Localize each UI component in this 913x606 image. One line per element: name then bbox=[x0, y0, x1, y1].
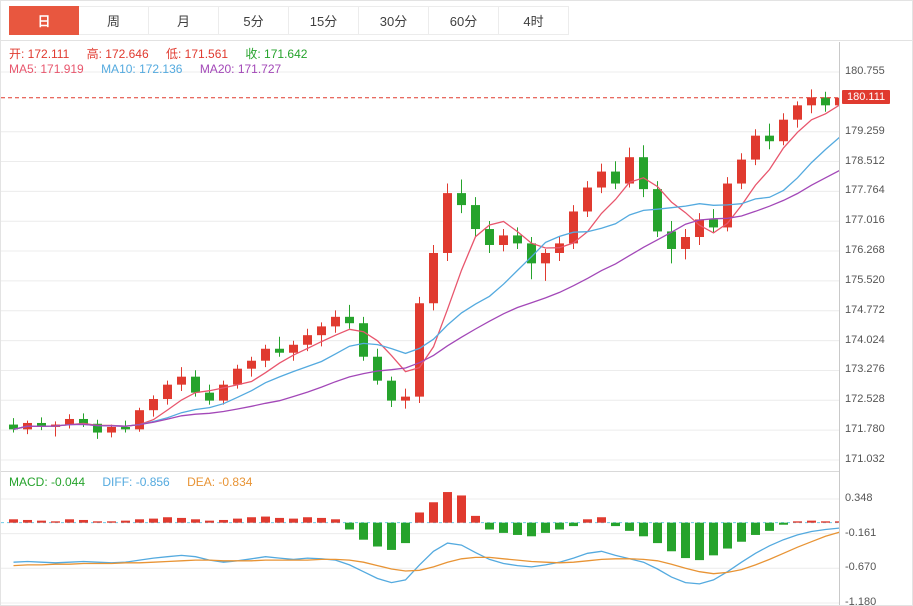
diff-value: DIFF: -0.856 bbox=[102, 475, 170, 489]
tab-day[interactable]: 日 bbox=[9, 6, 79, 35]
tab-month[interactable]: 月 bbox=[149, 6, 219, 35]
interval-tabbar: 日周月 5分 15分 30分 60分 4时 bbox=[1, 1, 912, 41]
price-axis-label: 171.032 bbox=[845, 453, 885, 465]
price-axis-label: 180.755 bbox=[845, 65, 885, 77]
price-axis-label: 174.772 bbox=[845, 303, 885, 316]
tab-15min[interactable]: 15分 bbox=[289, 6, 359, 35]
macd-axis-label: -0.670 bbox=[845, 561, 877, 574]
ohlc-header: 开: 172.111 高: 172.646 低: 171.561 收: 171.… bbox=[9, 45, 321, 62]
macd-chart-svg[interactable] bbox=[1, 472, 839, 606]
ma10-value: MA10: 172.136 bbox=[101, 62, 183, 76]
ohlc-open: 开: 172.111 bbox=[9, 47, 70, 61]
price-chart-svg[interactable] bbox=[1, 42, 839, 471]
price-axis-label: 179.259 bbox=[845, 124, 885, 137]
price-axis: 180.111 180.755 179.259 178.512 177.764 177.… bbox=[839, 42, 912, 606]
macd-header: MACD: -0.044 DIFF: -0.856 DEA: -0.834 bbox=[9, 475, 266, 489]
tab-5min[interactable]: 5分 bbox=[219, 6, 289, 35]
price-axis-label: 173.276 bbox=[845, 363, 885, 376]
price-axis-label: 174.024 bbox=[845, 333, 885, 346]
price-axis-label: 178.512 bbox=[845, 154, 885, 167]
ohlc-close: 收: 171.642 bbox=[245, 47, 308, 61]
macd-axis-label: 0.348 bbox=[845, 492, 873, 504]
ma-header: MA5: 171.919 MA10: 172.136 MA20: 171.727 bbox=[9, 62, 295, 76]
dea-value: DEA: -0.834 bbox=[187, 475, 253, 489]
macd-value: MACD: -0.044 bbox=[9, 475, 86, 489]
macd-axis-label: -1.180 bbox=[845, 596, 877, 606]
price-axis-label: 172.528 bbox=[845, 393, 885, 406]
price-axis-label: 171.780 bbox=[845, 423, 885, 436]
tab-30min[interactable]: 30分 bbox=[359, 6, 429, 35]
price-panel[interactable]: 开: 172.111 高: 172.646 低: 171.561 收: 171.… bbox=[1, 42, 839, 471]
ohlc-high: 高: 172.646 bbox=[86, 47, 149, 61]
ma20-value: MA20: 171.727 bbox=[199, 62, 282, 76]
macd-panel[interactable]: MACD: -0.044 DIFF: -0.856 DEA: -0.834 bbox=[1, 472, 839, 606]
tab-4hour[interactable]: 4时 bbox=[499, 6, 569, 35]
price-axis-label: 177.764 bbox=[845, 184, 885, 197]
price-axis-label: 175.520 bbox=[845, 273, 885, 286]
tab-60min[interactable]: 60分 bbox=[429, 6, 499, 35]
ohlc-low: 低: 171.561 bbox=[166, 47, 229, 61]
price-axis-label: 176.268 bbox=[845, 244, 885, 257]
ma5-value: MA5: 171.919 bbox=[9, 62, 84, 76]
chart-area: 开: 172.111 高: 172.646 低: 171.561 收: 171.… bbox=[1, 42, 912, 606]
macd-axis-label: -0.161 bbox=[845, 526, 877, 539]
tab-week[interactable]: 周 bbox=[79, 6, 149, 35]
panel-divider bbox=[1, 471, 912, 472]
price-axis-label: 177.016 bbox=[845, 214, 885, 227]
current-price-tag: 180.111 bbox=[842, 89, 891, 104]
